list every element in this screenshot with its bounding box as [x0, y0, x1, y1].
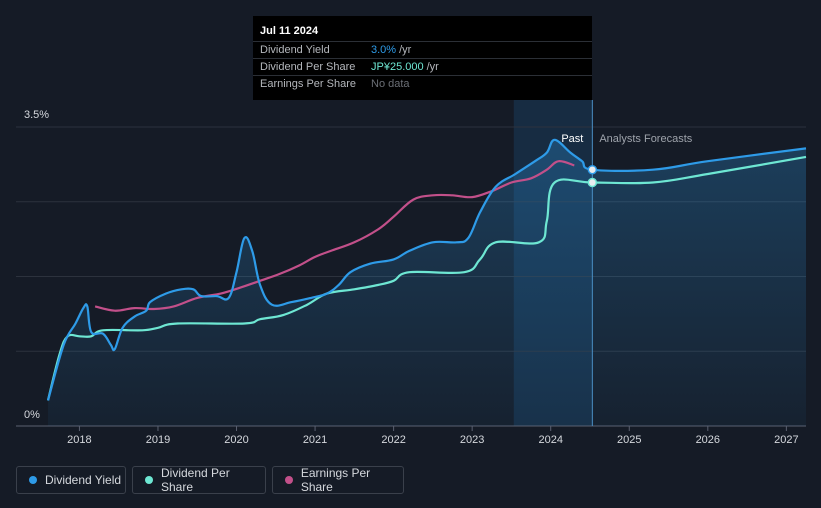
legend-dividend-per-share[interactable]: Dividend Per Share: [132, 466, 266, 494]
tooltip-label: Dividend Yield: [260, 44, 330, 56]
x-tick-label: 2019: [146, 434, 170, 446]
legend-label: Earnings Per Share: [300, 466, 371, 494]
past-label: Past: [561, 133, 583, 145]
legend-dot-icon: [29, 476, 37, 484]
legend-dividend-yield[interactable]: Dividend Yield: [16, 466, 126, 494]
legend-earnings-per-share[interactable]: Earnings Per Share: [272, 466, 404, 494]
dividend-per-share-marker: [587, 177, 598, 188]
x-tick-label: 2023: [460, 434, 484, 446]
tooltip-value: No data: [371, 78, 410, 90]
legend-dot-icon: [145, 476, 153, 484]
tooltip-label: Dividend Per Share: [260, 61, 356, 73]
dividend-yield-marker: [587, 164, 598, 175]
y-axis-max-label: 3.5%: [24, 109, 49, 121]
legend-label: Dividend Yield: [45, 473, 122, 487]
tooltip-date: Jul 11 2024: [260, 25, 319, 37]
forecast-label: Analysts Forecasts: [599, 133, 692, 145]
tooltip-value: 3.0%/yr: [371, 44, 412, 56]
earnings-per-share-line: [94, 160, 575, 312]
tooltip: Jul 11 2024 Dividend Yield 3.0%/yr Divid…: [253, 16, 592, 100]
tooltip-row-dividend-per-share: Dividend Per Share JP¥25.000/yr: [253, 58, 592, 76]
x-tick-label: 2022: [381, 434, 405, 446]
x-tick-label: 2027: [774, 434, 798, 446]
x-tick-label: 2026: [696, 434, 720, 446]
legend-dot-icon: [285, 476, 293, 484]
x-tick-label: 2025: [617, 434, 641, 446]
x-tick-label: 2020: [224, 434, 248, 446]
tooltip-value: JP¥25.000/yr: [371, 61, 439, 73]
dividend-yield-line: [46, 138, 807, 401]
dividend-yield-area: [48, 139, 806, 427]
x-tick-label: 2018: [67, 434, 91, 446]
tooltip-row-dividend-yield: Dividend Yield 3.0%/yr: [253, 41, 592, 59]
legend-label: Dividend Per Share: [161, 466, 230, 494]
y-axis-min-label: 0%: [24, 409, 40, 421]
tooltip-label: Earnings Per Share: [260, 78, 356, 90]
tooltip-row-earnings-per-share: Earnings Per Share No data: [253, 75, 592, 93]
x-tick-label: 2021: [303, 434, 327, 446]
x-tick-label: 2024: [538, 434, 562, 446]
